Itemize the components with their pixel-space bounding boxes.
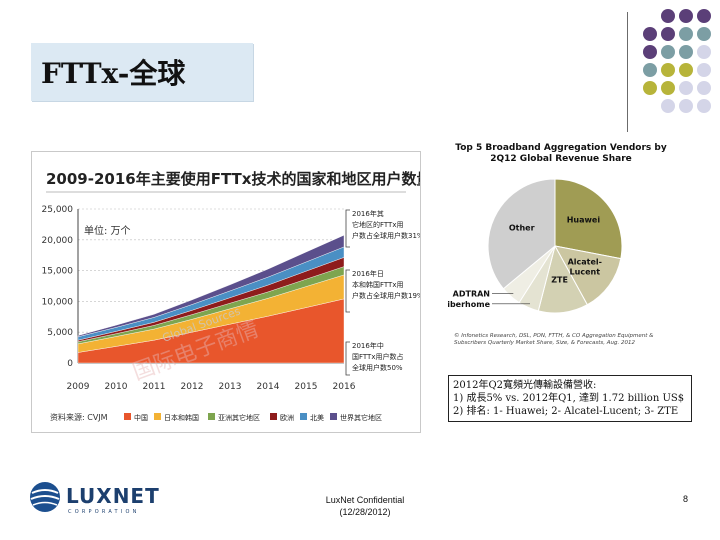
pie-slice-Other bbox=[487, 178, 556, 290]
x-tick-label: 2010 bbox=[105, 382, 128, 392]
footer-confidential: LuxNet Confidential (12/28/2012) bbox=[300, 494, 430, 518]
slide-title: FTTx-全球 bbox=[41, 57, 186, 90]
area-chart-y-ticks: 0 5,000 10,000 15,000 20,000 25,000 bbox=[42, 205, 74, 369]
legend-label: 世界其它地区 bbox=[340, 413, 382, 422]
annotation-bracket bbox=[345, 209, 350, 248]
decorative-dot bbox=[697, 99, 711, 113]
unit-label: 单位: 万个 bbox=[84, 224, 131, 237]
annotation-text: 2016年中国FTTx用户数占全球用户数50% bbox=[352, 341, 403, 372]
pie-label: Other bbox=[509, 223, 535, 232]
pie-label: Fiberhome bbox=[448, 300, 491, 309]
fttx-area-chart: 2009-2016年主要使用FTTx技术的国家和地区用户数量对比 单位: 万个 … bbox=[31, 151, 462, 433]
legend-label: 北美 bbox=[310, 413, 324, 422]
pie-source: © Infonetics Research, DSL, PON, FTTH, &… bbox=[454, 333, 654, 346]
decorative-dot bbox=[697, 45, 711, 59]
annotation-text: 2016年日本和韩国FTTx用户数占全球用户数19% bbox=[352, 269, 420, 300]
annotation-bracket bbox=[345, 341, 350, 376]
x-tick-label: 2013 bbox=[219, 382, 242, 392]
pie-label: ADTRAN bbox=[453, 289, 490, 298]
legend-swatch bbox=[330, 413, 337, 420]
legend-swatch bbox=[208, 413, 215, 420]
fttx-area-chart-svg: 2009-2016年主要使用FTTx技术的国家和地区用户数量对比 单位: 万个 … bbox=[42, 170, 462, 422]
decorative-dot bbox=[679, 9, 693, 23]
area-chart-annotations: 2016年其它地区的FTTx用户数占全球用户数31% 2016年日本和韩国FTTx… bbox=[345, 209, 424, 376]
slide-title-box: FTTx-全球 bbox=[31, 43, 253, 101]
vendor-pie-chart: Top 5 Broadband Aggregation Vendors by 2… bbox=[442, 136, 678, 364]
x-tick-label: 2015 bbox=[295, 382, 318, 392]
decorative-dot bbox=[643, 27, 657, 41]
decorative-dot bbox=[697, 27, 711, 41]
pie-slice-Huawei bbox=[554, 178, 623, 260]
pie-chart-slices bbox=[487, 178, 623, 314]
decorative-dot bbox=[661, 81, 675, 95]
footer-date: (12/28/2012) bbox=[339, 507, 391, 517]
logo-wordmark: LUXNET bbox=[66, 484, 160, 508]
y-tick-label: 5,000 bbox=[47, 328, 73, 338]
x-tick-label: 2012 bbox=[181, 382, 204, 392]
legend-swatch bbox=[124, 413, 131, 420]
decorative-dot bbox=[661, 9, 675, 23]
x-tick-label: 2011 bbox=[143, 382, 166, 392]
area-series-世界其它地区 bbox=[77, 234, 345, 338]
area-chart-title: 2009-2016年主要使用FTTx技术的国家和地区用户数量对比 bbox=[46, 170, 420, 188]
revenue-note-line3: 2) 排名: 1- Huawei; 2- Alcatel-Lucent; 3- … bbox=[453, 406, 679, 417]
decorative-dot bbox=[679, 99, 693, 113]
area-chart-layers bbox=[77, 234, 345, 364]
revenue-note-line1: 2012年Q2寬頻光傳輸設備營收: bbox=[453, 380, 597, 391]
decorative-dot bbox=[661, 27, 675, 41]
y-tick-label: 0 bbox=[67, 359, 73, 369]
annotation-text: 2016年其它地区的FTTx用户数占全球用户数31% bbox=[352, 209, 420, 240]
annotation-bracket bbox=[345, 269, 350, 313]
area-chart-legend: 中国 日本和韩国 亚洲其它地区 欧洲 北美 世界其它地区 bbox=[124, 413, 382, 422]
decorative-dot bbox=[679, 63, 693, 77]
decorative-vertical-line bbox=[627, 12, 628, 132]
legend-swatch bbox=[300, 413, 307, 420]
decorative-dot-grid bbox=[643, 9, 711, 113]
x-tick-label: 2014 bbox=[257, 382, 280, 392]
source-label: 资料来源: CVJM bbox=[50, 412, 108, 422]
vendor-pie-chart-svg: Top 5 Broadband Aggregation Vendors by 2… bbox=[442, 143, 667, 346]
x-tick-label: 2009 bbox=[67, 382, 90, 392]
decorative-dot bbox=[679, 45, 693, 59]
x-tick-label: 2016 bbox=[333, 382, 356, 392]
legend-label: 日本和韩国 bbox=[164, 413, 199, 422]
decorative-dot bbox=[697, 9, 711, 23]
pie-chart-title: Top 5 Broadband Aggregation Vendors by bbox=[455, 143, 667, 153]
revenue-note-box: 2012年Q2寬頻光傳輸設備營收: 1) 成長5% vs. 2012年Q1, 達… bbox=[448, 375, 692, 422]
decorative-dot bbox=[661, 45, 675, 59]
decorative-dot bbox=[643, 45, 657, 59]
decorative-dot bbox=[661, 63, 675, 77]
legend-label: 欧洲 bbox=[280, 413, 294, 422]
legend-label: 中国 bbox=[134, 413, 148, 422]
pie-slice-Alcatel-Lucent bbox=[554, 245, 622, 306]
y-tick-label: 25,000 bbox=[42, 205, 74, 215]
decorative-dot bbox=[643, 63, 657, 77]
confidential-label: LuxNet Confidential bbox=[325, 495, 405, 505]
pie-label: Alcatel-Lucent bbox=[568, 258, 602, 277]
decorative-dot bbox=[679, 27, 693, 41]
y-tick-label: 10,000 bbox=[42, 297, 74, 307]
legend-swatch bbox=[270, 413, 277, 420]
pie-source-wrapper: © Infonetics Research, DSL, PON, FTTH, &… bbox=[454, 333, 654, 346]
area-chart-x-ticks: 2009 2010 2011 2012 2013 2014 2015 2016 bbox=[67, 382, 356, 392]
decorative-dot bbox=[679, 81, 693, 95]
decorative-dot bbox=[697, 63, 711, 77]
y-tick-label: 15,000 bbox=[42, 267, 74, 277]
decorative-dot bbox=[697, 81, 711, 95]
y-tick-label: 20,000 bbox=[42, 236, 74, 246]
logo-subtext: CORPORATION bbox=[68, 509, 140, 515]
pie-label: ZTE bbox=[551, 276, 568, 285]
decorative-dot bbox=[643, 81, 657, 95]
page-number: 8 bbox=[682, 494, 688, 504]
pie-label: Huawei bbox=[567, 216, 601, 225]
legend-swatch bbox=[154, 413, 161, 420]
decorative-dot bbox=[661, 99, 675, 113]
revenue-note-line2: 1) 成長5% vs. 2012年Q1, 達到 1.72 billion US$ bbox=[453, 393, 685, 404]
legend-label: 亚洲其它地区 bbox=[218, 413, 260, 422]
luxnet-logo: LUXNET CORPORATION bbox=[30, 482, 160, 515]
pie-chart-title-line2: 2Q12 Global Revenue Share bbox=[490, 154, 632, 164]
